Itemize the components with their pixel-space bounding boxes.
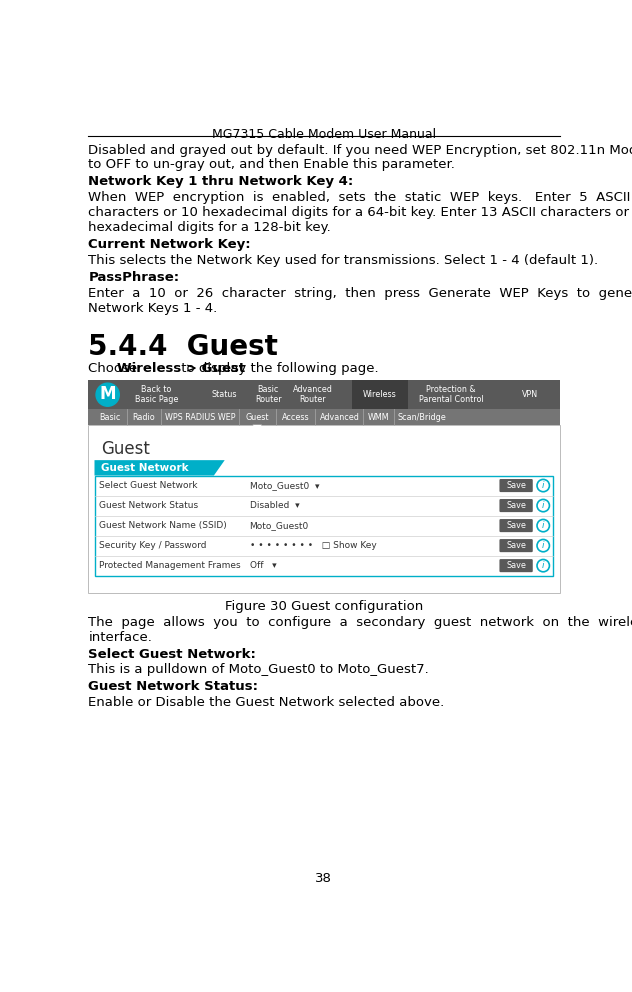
- Text: Figure 30 Guest configuration: Figure 30 Guest configuration: [225, 600, 423, 613]
- Text: WMM: WMM: [368, 413, 390, 422]
- Text: This is a pulldown of Moto_Guest0 to Moto_Guest7.: This is a pulldown of Moto_Guest0 to Mot…: [88, 664, 429, 677]
- Text: i: i: [542, 541, 545, 551]
- Text: Select Guest Network: Select Guest Network: [99, 481, 198, 490]
- Circle shape: [96, 383, 119, 407]
- Text: Network Keys 1 - 4.: Network Keys 1 - 4.: [88, 302, 217, 314]
- Polygon shape: [253, 425, 262, 431]
- Text: The  page  allows  you  to  configure  a  secondary  guest  network  on  the  wi: The page allows you to configure a secon…: [88, 616, 632, 630]
- Text: to OFF to un-gray out, and then Enable this parameter.: to OFF to un-gray out, and then Enable t…: [88, 159, 455, 172]
- Text: PassPhrase:: PassPhrase:: [88, 271, 179, 284]
- Text: Security Key / Password: Security Key / Password: [99, 541, 207, 551]
- Text: Save: Save: [506, 481, 526, 490]
- FancyBboxPatch shape: [352, 380, 408, 410]
- Text: This selects the Network Key used for transmissions. Select 1 - 4 (default 1).: This selects the Network Key used for tr…: [88, 254, 599, 267]
- Text: Guest Network Status:: Guest Network Status:: [88, 681, 258, 693]
- Text: Guest Network Name (SSID): Guest Network Name (SSID): [99, 521, 227, 530]
- FancyBboxPatch shape: [499, 519, 533, 532]
- Text: Advanced: Advanced: [319, 413, 360, 422]
- Text: Wireless: Wireless: [363, 390, 396, 399]
- Text: Disabled and grayed out by default. If you need WEP Encryption, set 802.11n Mode: Disabled and grayed out by default. If y…: [88, 144, 632, 157]
- Circle shape: [537, 479, 549, 492]
- Text: interface.: interface.: [88, 631, 152, 644]
- Text: i: i: [542, 561, 545, 570]
- Text: Basic: Basic: [99, 413, 120, 422]
- Text: Radio: Radio: [133, 413, 155, 422]
- Text: Off   ▾: Off ▾: [250, 561, 276, 570]
- Text: Advanced
Router: Advanced Router: [293, 385, 333, 405]
- Text: Save: Save: [506, 521, 526, 530]
- Text: Select Guest Network:: Select Guest Network:: [88, 648, 256, 661]
- Text: When  WEP  encryption  is  enabled,  sets  the  static  WEP  keys.   Enter  5  A: When WEP encryption is enabled, sets the…: [88, 191, 631, 204]
- Circle shape: [537, 499, 549, 512]
- Text: Access: Access: [282, 413, 310, 422]
- Text: Guest Network: Guest Network: [100, 463, 188, 473]
- Text: Guest: Guest: [100, 440, 150, 458]
- FancyBboxPatch shape: [88, 380, 559, 410]
- Text: Back to
Basic Page: Back to Basic Page: [135, 385, 178, 405]
- Text: i: i: [542, 481, 545, 490]
- Text: Μ: Μ: [99, 385, 116, 403]
- Text: Guest: Guest: [245, 413, 269, 422]
- Text: Moto_Guest0  ▾: Moto_Guest0 ▾: [250, 481, 319, 490]
- Text: i: i: [542, 521, 545, 530]
- Text: Network Key 1 thru Network Key 4:: Network Key 1 thru Network Key 4:: [88, 176, 353, 188]
- Text: i: i: [542, 501, 545, 510]
- FancyBboxPatch shape: [88, 410, 559, 425]
- Text: Choose: Choose: [88, 362, 142, 375]
- FancyBboxPatch shape: [499, 539, 533, 553]
- Text: VPN: VPN: [522, 390, 538, 399]
- Text: Guest Network Status: Guest Network Status: [99, 501, 198, 510]
- FancyBboxPatch shape: [499, 479, 533, 492]
- Text: Status: Status: [211, 390, 236, 399]
- Text: 38: 38: [315, 872, 332, 885]
- Text: characters or 10 hexadecimal digits for a 64-bit key. Enter 13 ASCII characters : characters or 10 hexadecimal digits for …: [88, 206, 632, 219]
- Circle shape: [537, 559, 549, 571]
- Circle shape: [537, 520, 549, 532]
- Text: • • • • • • • •   □ Show Key: • • • • • • • • □ Show Key: [250, 541, 376, 551]
- Text: hexadecimal digits for a 128-bit key.: hexadecimal digits for a 128-bit key.: [88, 220, 331, 234]
- Text: Wireless > Guest: Wireless > Guest: [117, 362, 245, 375]
- Text: Protected Management Frames: Protected Management Frames: [99, 561, 241, 570]
- FancyBboxPatch shape: [95, 475, 553, 575]
- Text: Save: Save: [506, 561, 526, 570]
- FancyBboxPatch shape: [499, 499, 533, 512]
- FancyBboxPatch shape: [88, 425, 559, 592]
- Text: Basic
Router: Basic Router: [255, 385, 281, 405]
- Text: Current Network Key:: Current Network Key:: [88, 238, 251, 251]
- Text: Protection &
Parental Control: Protection & Parental Control: [418, 385, 483, 405]
- Text: Save: Save: [506, 501, 526, 510]
- Text: Enable or Disable the Guest Network selected above.: Enable or Disable the Guest Network sele…: [88, 695, 444, 708]
- Text: Disabled  ▾: Disabled ▾: [250, 501, 299, 510]
- Text: Enter  a  10  or  26  character  string,  then  press  Generate  WEP  Keys  to  : Enter a 10 or 26 character string, then …: [88, 287, 632, 300]
- Text: Scan/Bridge: Scan/Bridge: [398, 413, 447, 422]
- Text: 5.4.4  Guest: 5.4.4 Guest: [88, 333, 278, 361]
- Text: to display the following page.: to display the following page.: [178, 362, 379, 375]
- Text: Save: Save: [506, 541, 526, 551]
- FancyBboxPatch shape: [499, 559, 533, 572]
- Text: WPS RADIUS WEP: WPS RADIUS WEP: [165, 413, 235, 422]
- Polygon shape: [95, 460, 225, 475]
- Text: MG7315 Cable Modem User Manual: MG7315 Cable Modem User Manual: [212, 128, 436, 141]
- Circle shape: [537, 540, 549, 552]
- Text: Moto_Guest0: Moto_Guest0: [250, 521, 309, 530]
